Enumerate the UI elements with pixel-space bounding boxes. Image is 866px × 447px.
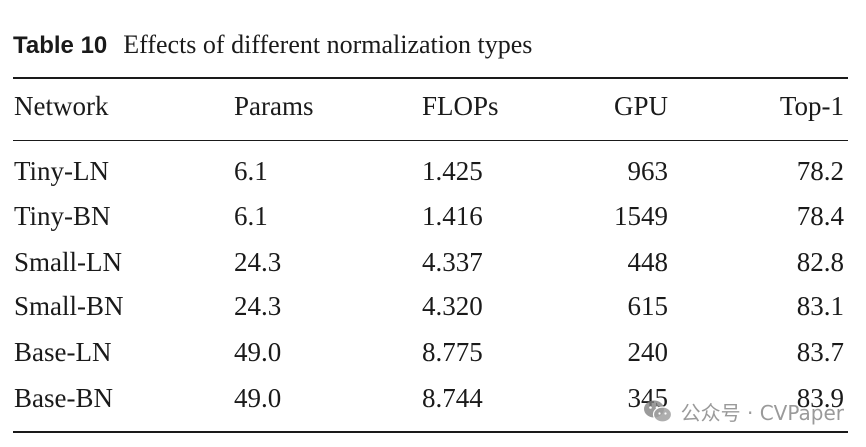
- cell-gpu: 1549: [614, 201, 668, 231]
- wechat-icon: [643, 400, 672, 423]
- table-row: Base-LN 49.0 8.775 240 83.7: [0, 332, 866, 372]
- header-flops: FLOPs: [422, 91, 499, 121]
- header-params: Params: [234, 91, 314, 121]
- cell-network: Base-BN: [14, 383, 113, 413]
- cell-gpu: 448: [627, 247, 669, 277]
- header-top1: Top-1: [779, 91, 844, 121]
- cell-params: 24.3: [234, 291, 282, 321]
- watermark: 公众号 · CVPaper: [643, 397, 844, 426]
- table-caption: Table 10 Effects of different normalizati…: [13, 30, 532, 60]
- table-row: Tiny-LN 6.1 1.425 963 78.2: [0, 151, 866, 191]
- table-label: Table 10: [13, 32, 108, 59]
- cell-top1: 78.2: [796, 156, 844, 186]
- cell-flops: 1.416: [422, 201, 483, 231]
- cell-params: 49.0: [234, 383, 282, 413]
- top-rule: [13, 77, 848, 79]
- table-header-row: Network Params FLOPs GPU Top-1: [0, 86, 866, 126]
- header-gpu: GPU: [613, 91, 668, 121]
- cell-params: 24.3: [234, 247, 282, 277]
- header-rule: [13, 140, 848, 141]
- cell-flops: 1.425: [422, 156, 483, 186]
- watermark-text: 公众号 · CVPaper: [680, 401, 844, 425]
- table-row: Tiny-BN 6.1 1.416 1549 78.4: [0, 196, 866, 236]
- cell-network: Tiny-LN: [14, 156, 110, 186]
- cell-top1: 83.7: [796, 337, 844, 367]
- table-title: Effects of different normalization types: [123, 30, 533, 59]
- cell-gpu: 963: [627, 156, 669, 186]
- cell-network: Tiny-BN: [14, 201, 111, 231]
- table-row: Small-BN 24.3 4.320 615 83.1: [0, 286, 866, 326]
- cell-top1: 83.1: [796, 291, 844, 321]
- header-network: Network: [14, 91, 109, 121]
- cell-top1: 83.9: [796, 383, 844, 413]
- cell-flops: 4.320: [422, 291, 483, 321]
- table-row: Small-LN 24.3 4.337 448 82.8: [0, 242, 866, 282]
- cell-network: Base-LN: [14, 337, 112, 367]
- cell-network: Small-BN: [14, 291, 124, 321]
- cell-flops: 8.775: [422, 337, 483, 367]
- cell-params: 6.1: [234, 156, 268, 186]
- cell-params: 49.0: [234, 337, 282, 367]
- cell-gpu: 240: [627, 337, 669, 367]
- table-row: Base-BN 49.0 8.744 345 83.9: [0, 378, 866, 418]
- cell-top1: 82.8: [796, 247, 844, 277]
- cell-gpu: 615: [627, 291, 669, 321]
- cell-params: 6.1: [234, 201, 268, 231]
- bottom-rule: [13, 431, 848, 433]
- cell-network: Small-LN: [14, 247, 122, 277]
- cell-flops: 8.744: [422, 383, 483, 413]
- cell-top1: 78.4: [796, 201, 844, 231]
- cell-flops: 4.337: [422, 247, 483, 277]
